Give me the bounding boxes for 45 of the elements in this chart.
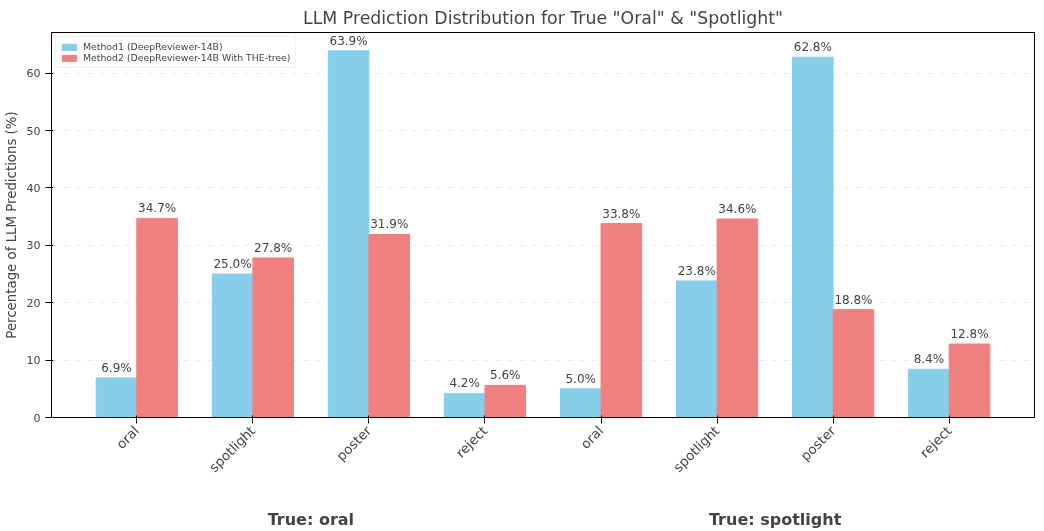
y-tick-label: 40 — [26, 181, 41, 195]
data-label: 18.8% — [834, 292, 873, 307]
bar — [136, 217, 178, 418]
data-label: 23.8% — [677, 263, 716, 278]
bar — [908, 368, 950, 418]
y-axis-title: Percentage of LLM Predictions (%) — [3, 111, 19, 339]
y-tick-label: 60 — [26, 67, 41, 81]
data-label: 8.4% — [913, 352, 945, 367]
bar — [368, 233, 411, 418]
bar — [559, 388, 602, 418]
text: True: oral — [267, 509, 355, 529]
legend-label: Method2 (DeepReviewer-14B With THE-tree) — [83, 52, 291, 63]
bar — [792, 56, 834, 418]
data-label: 31.9% — [370, 217, 409, 232]
bar — [484, 384, 527, 418]
bar — [327, 50, 370, 418]
bar — [675, 280, 718, 418]
data-label: 63.9% — [329, 33, 368, 48]
data-label: 5.0% — [565, 371, 596, 386]
data-label: 12.8% — [950, 327, 989, 342]
chart-title: LLM Prediction Distribution for True "Oral" & "Spotlight" — [303, 7, 784, 28]
data-label: 27.8% — [254, 240, 293, 255]
bar — [211, 273, 254, 418]
bar — [716, 218, 759, 418]
bar — [252, 257, 294, 418]
bar — [948, 343, 991, 418]
data-label: 33.8% — [602, 206, 641, 221]
data-label: 4.2% — [449, 376, 480, 391]
y-tick-label: 50 — [26, 124, 41, 138]
legend-label: Method1 (DeepReviewer-14B) — [83, 41, 223, 52]
data-label: 25.0% — [213, 257, 252, 272]
data-label: 34.6% — [718, 201, 757, 216]
data-label: 6.9% — [101, 360, 132, 375]
bar — [600, 223, 643, 418]
data-label: 34.7% — [138, 201, 177, 216]
y-tick-label: 0 — [33, 411, 41, 425]
bar — [832, 309, 875, 418]
data-label: 5.6% — [490, 368, 521, 383]
text: True: spotlight — [708, 509, 842, 529]
bar — [443, 392, 486, 418]
y-tick-label: 20 — [26, 296, 41, 310]
bar — [95, 377, 138, 418]
data-label: 62.8% — [793, 40, 832, 55]
y-tick-label: 10 — [26, 354, 41, 368]
y-tick-label: 30 — [26, 239, 41, 253]
